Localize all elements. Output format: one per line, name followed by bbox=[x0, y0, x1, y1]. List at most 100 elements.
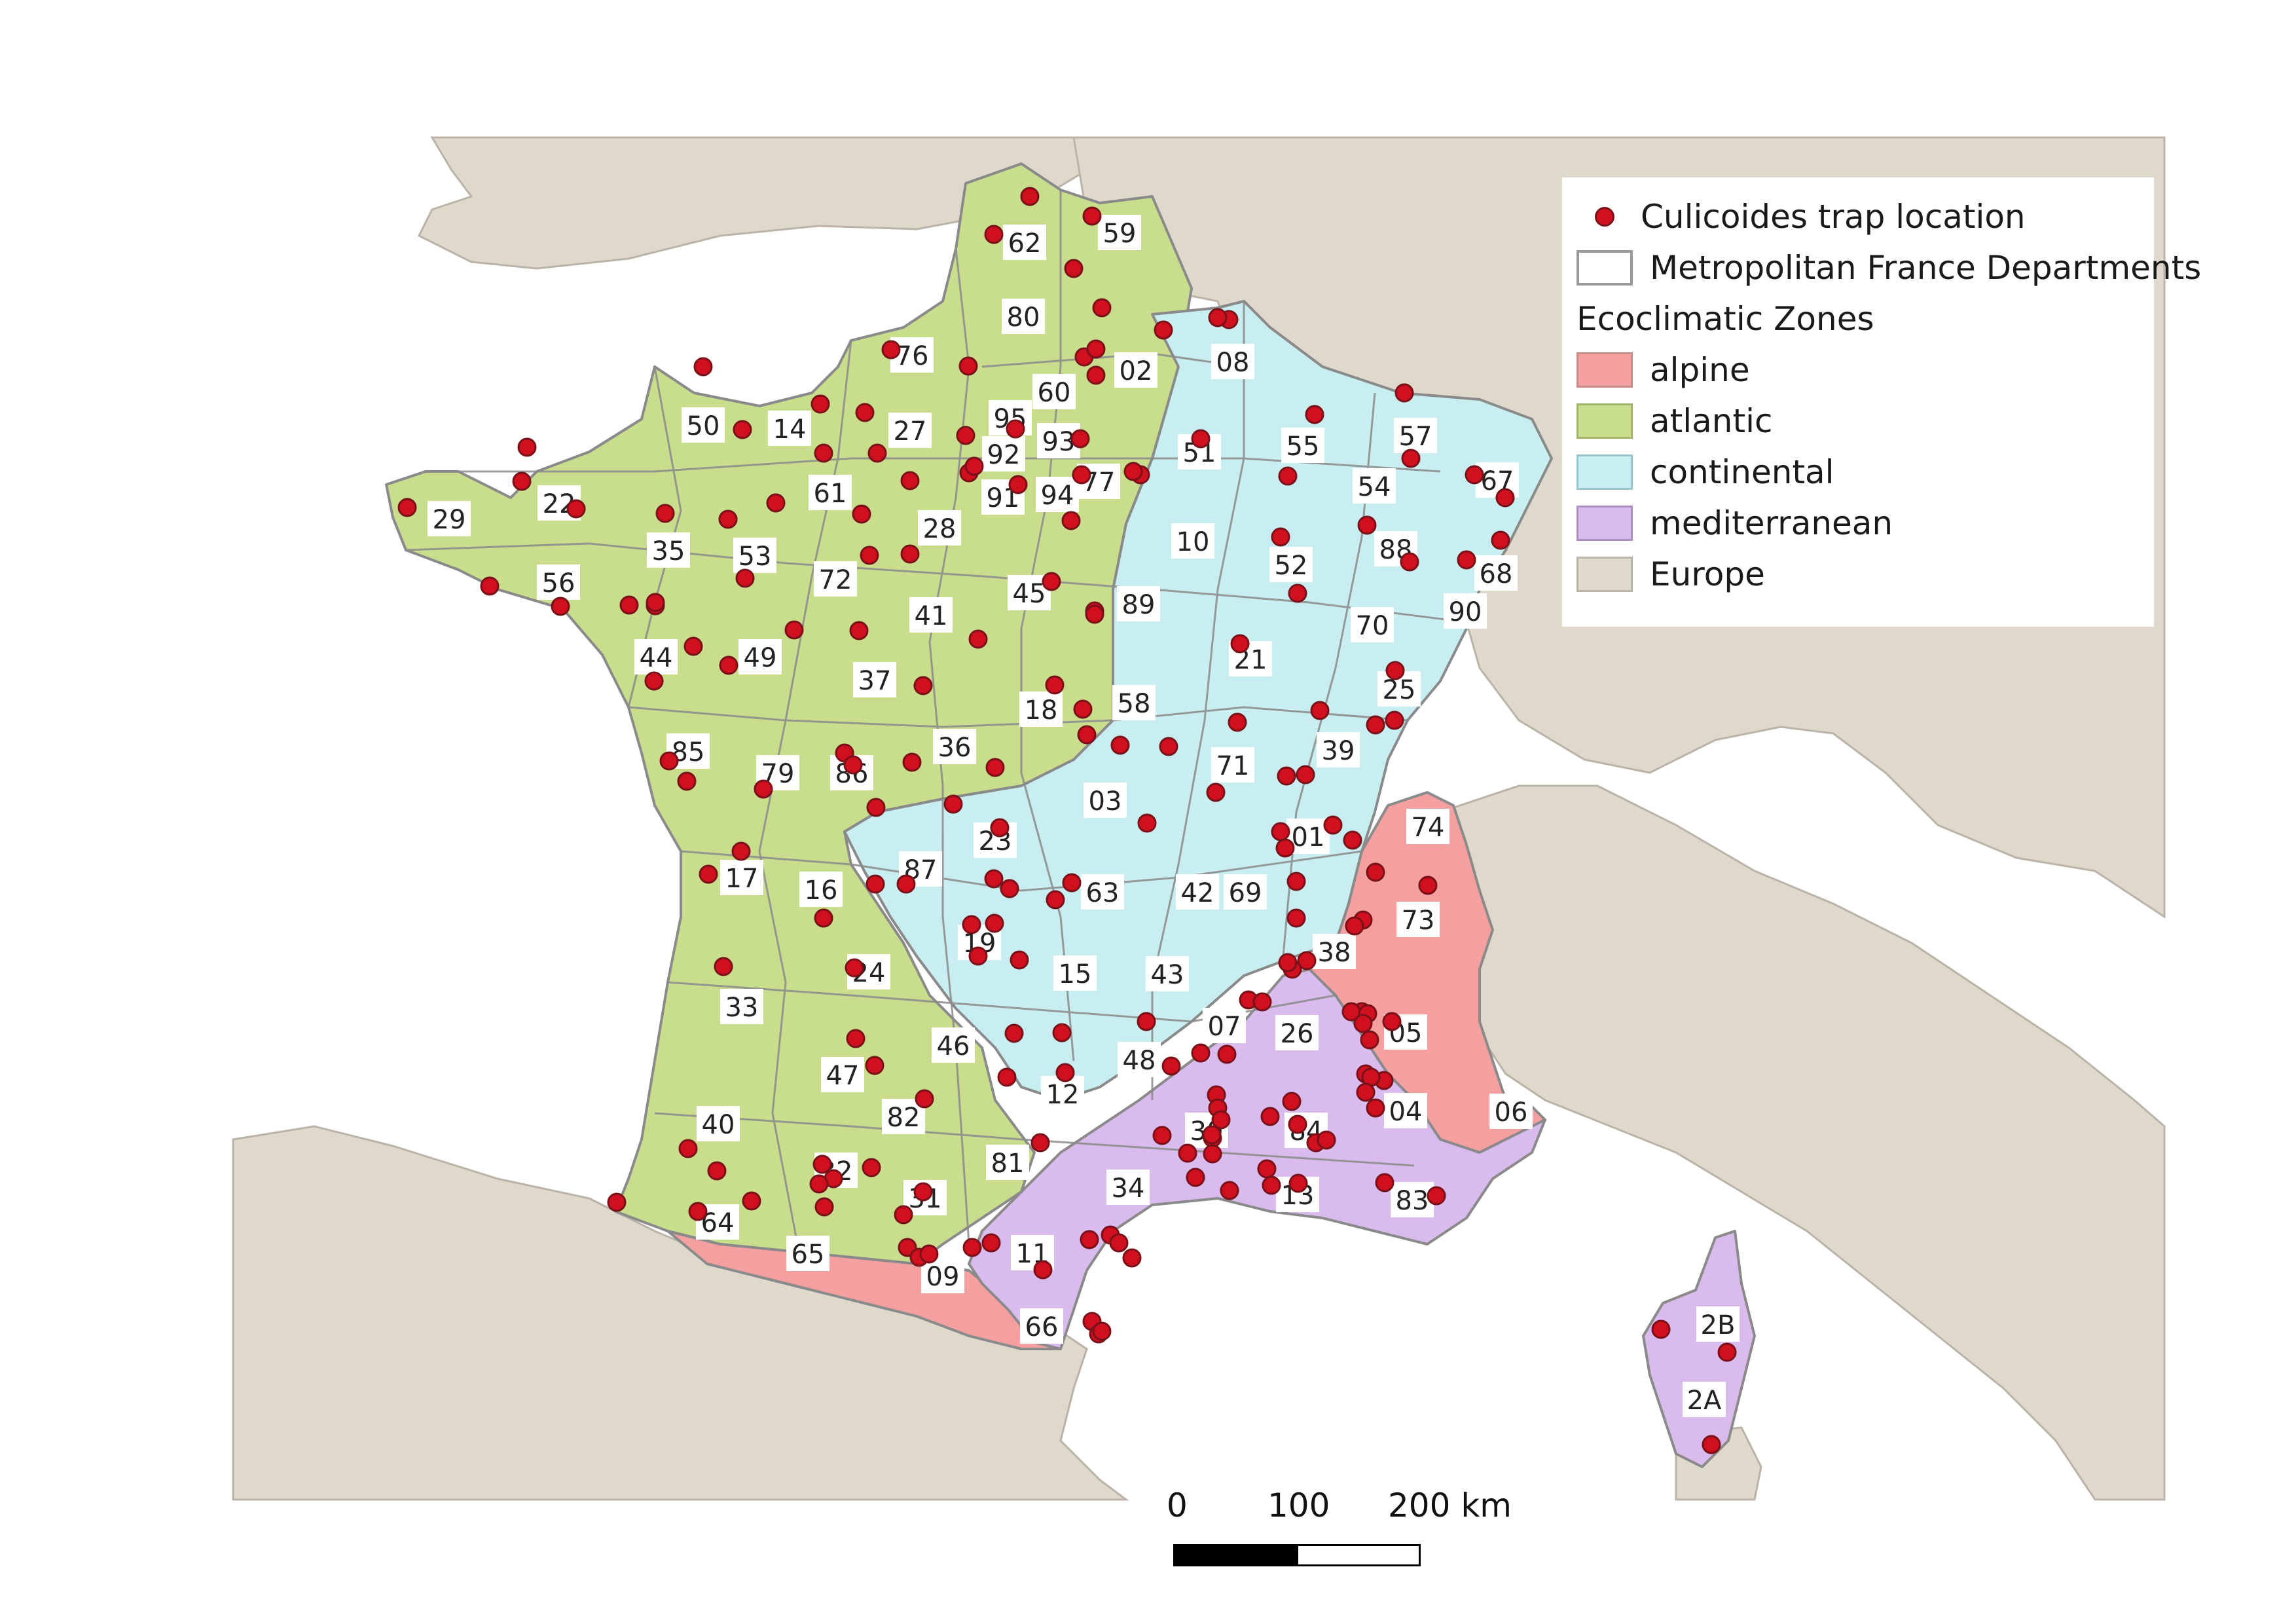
department-label-box bbox=[1406, 809, 1449, 844]
department-code: 02 bbox=[1120, 356, 1153, 386]
department-code: 93 bbox=[1042, 427, 1076, 457]
department-code: 82 bbox=[887, 1103, 920, 1133]
department-label: 65 bbox=[786, 1236, 829, 1271]
trap-marker bbox=[1052, 1023, 1072, 1043]
trap-marker bbox=[1375, 1173, 1394, 1192]
trap-marker bbox=[943, 794, 963, 814]
trap-marker bbox=[677, 771, 697, 791]
trap-marker bbox=[1278, 953, 1298, 972]
department-label-box bbox=[1317, 732, 1360, 767]
department-label-box bbox=[1351, 607, 1394, 642]
department-label: 09 bbox=[921, 1258, 964, 1293]
department-code: 69 bbox=[1229, 878, 1262, 908]
trap-marker bbox=[1086, 365, 1106, 385]
trap-marker bbox=[1418, 876, 1438, 895]
trap-marker bbox=[809, 1174, 829, 1194]
trap-marker bbox=[1353, 1014, 1373, 1033]
department-code: 76 bbox=[896, 341, 929, 371]
trap-marker bbox=[1282, 1092, 1302, 1111]
trap-marker bbox=[902, 752, 922, 772]
trap-marker bbox=[1366, 1098, 1385, 1118]
trap-marker bbox=[607, 1192, 627, 1212]
department-label: 81 bbox=[986, 1145, 1029, 1180]
department-label: 17 bbox=[720, 860, 763, 895]
department-code: 35 bbox=[652, 536, 685, 566]
trap-marker bbox=[1277, 766, 1296, 786]
trap-marker bbox=[1385, 710, 1404, 730]
department-label: 54 bbox=[1353, 468, 1396, 504]
department-code: 52 bbox=[1275, 551, 1308, 581]
department-label: 04 bbox=[1384, 1093, 1427, 1128]
trap-marker bbox=[1154, 320, 1173, 340]
trap-marker bbox=[852, 504, 871, 524]
department-code: 57 bbox=[1399, 422, 1432, 452]
department-label: 71 bbox=[1211, 747, 1254, 783]
trap-marker bbox=[1495, 488, 1515, 507]
department-code: 46 bbox=[937, 1031, 970, 1061]
trap-marker bbox=[1717, 1342, 1737, 1362]
department-label-box bbox=[853, 662, 896, 697]
department-code: 25 bbox=[1383, 675, 1416, 705]
trap-marker bbox=[1123, 462, 1143, 481]
department-label: 43 bbox=[1146, 956, 1189, 991]
trap-marker bbox=[1152, 1126, 1172, 1145]
department-code: 63 bbox=[1086, 878, 1120, 908]
department-label-box bbox=[1269, 547, 1313, 582]
trap-marker bbox=[659, 751, 679, 771]
department-code: 2A bbox=[1687, 1386, 1722, 1416]
department-label-box bbox=[1084, 783, 1127, 818]
trap-marker bbox=[1161, 1056, 1181, 1076]
trap-marker bbox=[678, 1139, 698, 1158]
scale-tick-label: 200 km bbox=[1388, 1486, 1512, 1524]
trap-marker bbox=[1137, 1012, 1156, 1031]
department-code: 94 bbox=[1041, 481, 1074, 511]
department-label: 62 bbox=[1003, 225, 1046, 260]
trap-marker bbox=[480, 576, 500, 596]
department-label-box bbox=[809, 475, 852, 510]
department-label-box bbox=[1391, 1182, 1434, 1217]
trap-marker bbox=[735, 568, 755, 588]
trap-marker bbox=[1080, 1230, 1099, 1249]
trap-marker bbox=[1004, 1024, 1024, 1043]
department-code: 54 bbox=[1358, 472, 1391, 502]
department-label-box bbox=[918, 510, 961, 545]
trap-marker bbox=[990, 818, 1010, 838]
trap-marker bbox=[896, 874, 916, 894]
department-code: 59 bbox=[1103, 219, 1137, 249]
department-label-box bbox=[821, 1057, 864, 1092]
department-code: 53 bbox=[738, 542, 772, 572]
department-label: 56 bbox=[537, 564, 580, 600]
legend-zone-label: Europe bbox=[1650, 555, 1765, 593]
department-label: 2B bbox=[1696, 1306, 1740, 1342]
trap-marker bbox=[655, 504, 675, 523]
department-label-box bbox=[1003, 225, 1046, 260]
trap-marker bbox=[1061, 511, 1081, 530]
trap-marker bbox=[1297, 951, 1317, 970]
department-label: 27 bbox=[888, 413, 932, 448]
trap-marker bbox=[956, 426, 975, 445]
trap-marker bbox=[984, 869, 1004, 889]
trap-marker bbox=[1385, 661, 1405, 680]
trap-marker bbox=[968, 946, 988, 966]
legend-zone-alpine: alpine bbox=[1576, 350, 1750, 390]
trap-marker bbox=[688, 1202, 708, 1221]
legend-departments-label: Metropolitan France Departments bbox=[1650, 249, 2202, 287]
legend-zone-label: alpine bbox=[1650, 351, 1750, 389]
department-label-box bbox=[733, 538, 776, 573]
trap-marker bbox=[1356, 1082, 1376, 1102]
department-label-box bbox=[1002, 299, 1045, 334]
department-label-box bbox=[921, 1258, 964, 1293]
department-label-box bbox=[768, 411, 811, 446]
trap-marker bbox=[1260, 1107, 1280, 1126]
trap-marker bbox=[1288, 1173, 1308, 1193]
mediterranean-swatch-icon bbox=[1576, 506, 1633, 541]
department-code: 61 bbox=[814, 479, 847, 509]
department-label: 48 bbox=[1118, 1042, 1161, 1077]
department-label-box bbox=[909, 597, 953, 633]
department-code: 41 bbox=[915, 601, 948, 631]
department-code: 62 bbox=[1008, 229, 1042, 259]
trap-marker bbox=[512, 471, 532, 491]
department-code: 18 bbox=[1025, 695, 1058, 726]
trap-marker bbox=[958, 356, 978, 376]
